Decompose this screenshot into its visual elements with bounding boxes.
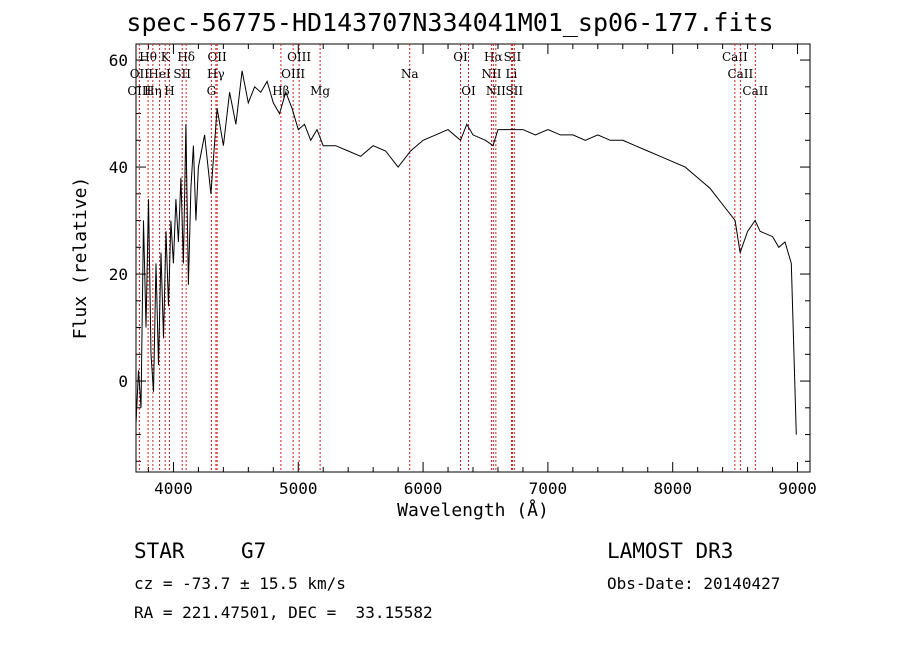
obs-date-label: Obs-Date: 20140427 [607,574,781,593]
spectral-line-label: NII [486,84,506,98]
spectral-line-label: HeI [148,67,171,81]
spectral-line-label: G [207,84,217,98]
x-tick-label: 9000 [778,479,817,498]
y-axis-label: Flux (relative) [70,177,91,340]
x-tick-label: 5000 [279,479,318,498]
subclass-label: G7 [241,539,267,563]
spectrum-line [135,70,797,435]
spectral-line-label: Na [401,67,419,81]
spectral-line-label: SII [505,84,523,98]
coords-label: RA = 221.47501, DEC = 33.15582 [134,603,433,622]
x-tick-label: 6000 [404,479,443,498]
survey-label: LAMOST DR3 [607,539,734,563]
x-axis-label: Wavelength (Å) [397,499,549,521]
y-tick-label: 40 [109,158,128,177]
spectral-line-label: OIII [281,67,305,81]
y-tick-label: 0 [118,372,128,391]
class-label: STAR [134,539,185,563]
spectral-line-label: Hγ [207,67,225,81]
spectral-line-label: OII [207,50,227,64]
spectral-line-label: Hη [144,84,162,98]
spectral-line-label: Hδ [177,50,195,64]
spectral-line-label: CaII [742,84,768,98]
redshift-label: cz = -73.7 ± 15.5 km/s [134,574,346,593]
spectral-line-label: Hα [484,50,503,64]
spectral-line-label: OII [130,67,150,81]
spectral-line-label: Mg [310,84,330,98]
spectral-line-label: OIII [287,50,311,64]
y-tick-label: 20 [109,265,128,284]
x-tick-label: 8000 [653,479,692,498]
spectral-line-label: Li [506,67,518,81]
spectral-line-label: CaII [722,50,748,64]
spectral-line-label: SII [173,67,191,81]
y-tick-label: 60 [109,51,128,70]
spectral-line-label: OI [461,84,476,98]
spectral-line-label: CaII [727,67,753,81]
spectral-line-label: NII [481,67,501,81]
spectral-line-label: H [164,84,174,98]
spectral-line-label: OIII [127,84,151,98]
spectral-line-label: Hθ [139,50,157,64]
spectral-line-label: OI [453,50,468,64]
chart-title: spec-56775-HD143707N334041M01_sp06-177.f… [126,8,774,37]
spectral-line-label: SII [504,50,522,64]
plot-frame [135,43,811,473]
x-tick-label: 7000 [529,479,568,498]
spectral-line-label: K [161,50,171,64]
x-tick-label: 4000 [154,479,193,498]
